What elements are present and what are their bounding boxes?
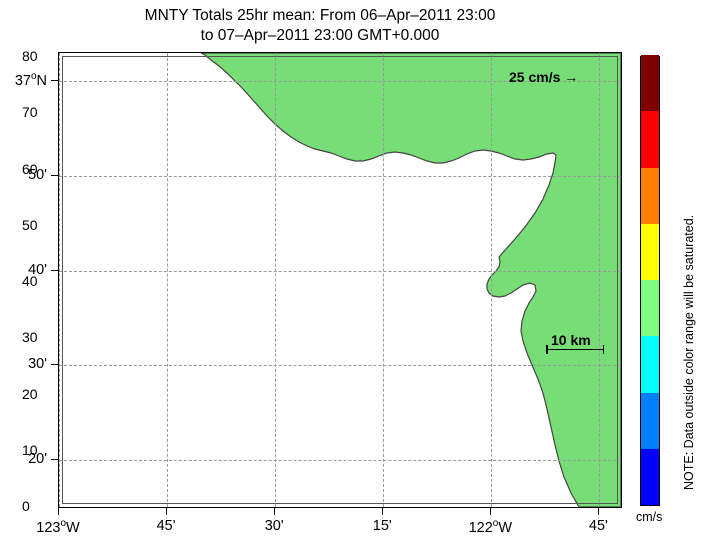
gridline-vertical	[59, 53, 60, 507]
x-axis-tick	[598, 508, 600, 515]
x-axis-label: 30'	[264, 518, 284, 534]
title-line-1: MNTY Totals 25hr mean: From 06–Apr–2011 …	[144, 7, 496, 24]
x-axis-label: 123oW	[36, 518, 80, 536]
colorbar-band	[641, 280, 659, 337]
colorbar-band	[641, 167, 659, 224]
colorbar-tick-label: 30	[22, 329, 38, 346]
x-axis-tick	[490, 508, 492, 515]
gridline-vertical	[599, 53, 601, 507]
colorbar-band	[641, 392, 659, 449]
colorbar-tick-label: 10	[22, 441, 38, 458]
x-axis-tick	[166, 508, 168, 515]
chart-title: MNTY Totals 25hr mean: From 06–Apr–2011 …	[0, 6, 640, 46]
y-axis-label: 20'	[28, 450, 47, 467]
y-axis-label: 40'	[28, 261, 47, 278]
y-axis-label: 50'	[28, 166, 47, 183]
gridline-horizontal	[59, 365, 621, 367]
y-axis-tick	[51, 269, 58, 271]
distance-scale-bar	[546, 345, 604, 354]
x-axis-tick	[58, 508, 59, 515]
x-axis-label: 15'	[372, 518, 392, 534]
colorbar-note: NOTE: Data outside color range will be s…	[682, 214, 696, 490]
map-canvas	[59, 53, 621, 507]
x-axis-tick	[382, 508, 384, 515]
y-axis-tick	[51, 364, 58, 366]
gridline-vertical	[275, 53, 277, 507]
x-axis-label: 122oW	[468, 518, 513, 536]
gridline-horizontal	[59, 270, 621, 272]
map-plot-area	[58, 52, 622, 508]
gridline-horizontal	[59, 459, 621, 461]
gridline-vertical	[167, 53, 169, 507]
x-axis-label: 45'	[588, 518, 608, 534]
y-axis-label: 37oN	[14, 71, 47, 90]
colorbar-band	[641, 223, 659, 280]
colorbar-tick-label: 50	[22, 216, 38, 233]
colorbar-band	[641, 448, 659, 505]
y-axis-tick	[51, 174, 58, 176]
x-axis-tick	[274, 508, 276, 515]
colorbar-tick-label: 80	[22, 48, 38, 64]
title-line-2: to 07–Apr–2011 23:00 GMT+0.000	[200, 27, 440, 44]
colorbar-tick-label: 20	[22, 385, 38, 402]
colorbar-band	[641, 55, 659, 112]
land-polygon	[200, 53, 621, 507]
colorbar-tick-label: 0	[22, 498, 30, 514]
gridline-horizontal	[59, 175, 621, 177]
colorbar	[640, 55, 660, 506]
colorbar-band	[641, 336, 659, 393]
colorbar-tick-label: 40	[22, 273, 38, 289]
gridline-vertical	[491, 53, 493, 507]
colorbar-band	[641, 111, 659, 168]
colorbar-tick-label: 70	[22, 104, 38, 121]
y-axis-tick	[51, 458, 58, 460]
y-axis-tick	[51, 80, 58, 82]
y-axis-label: 30'	[28, 356, 47, 373]
colorbar-tick-label: 60	[22, 160, 38, 177]
gridline-horizontal	[59, 81, 621, 83]
velocity-scale-label: 25 cm/s →	[509, 69, 579, 85]
x-axis-label: 45'	[156, 518, 176, 534]
gridline-vertical	[383, 53, 385, 507]
current-vector-field	[200, 53, 621, 507]
distance-scale-label: 10 km	[551, 332, 591, 348]
colorbar-units: cm/s	[636, 510, 663, 524]
